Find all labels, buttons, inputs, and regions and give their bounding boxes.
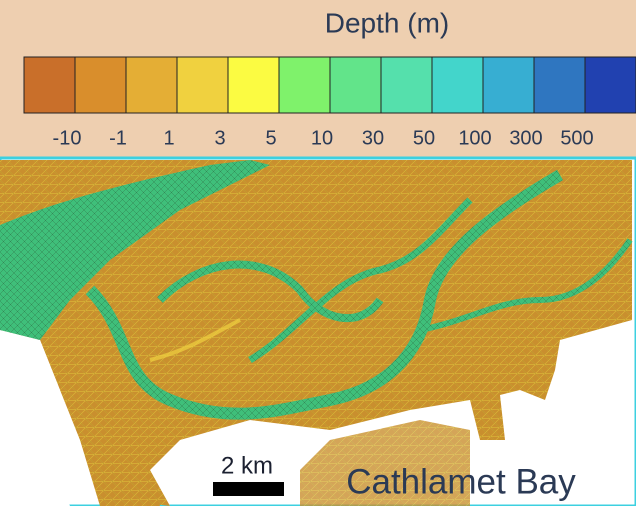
colorbar-tick-label: 500 [560,127,593,149]
place-label: Cathlamet Bay [346,462,576,501]
color-swatch [432,57,483,113]
colorbar-tick-label: -10 [53,127,82,149]
scale-label: 2 km [221,452,273,479]
color-swatch [24,57,75,113]
colorbar-tick-label: 30 [362,127,384,149]
page: Depth (m) -10 -1 1 3 5 10 30 50 100 300 500 2 km C… [0,0,636,506]
colorbar-tick-label: 10 [311,127,333,149]
color-swatch [381,57,432,113]
color-swatch [585,57,636,113]
colorbar-tick-label: 300 [509,127,542,149]
color-swatch [330,57,381,113]
color-swatch [483,57,534,113]
legend-title: Depth (m) [325,7,449,38]
colorbar-tick-label: 100 [458,127,491,149]
map [0,158,636,506]
color-swatch [126,57,177,113]
colorbar [24,57,636,113]
color-swatch [177,57,228,113]
colorbar-tick-label: 1 [163,127,174,149]
colorbar-tick-label: -1 [109,127,127,149]
colorbar-tick-label: 5 [265,127,276,149]
color-swatch [228,57,279,113]
colorbar-tick-label: 3 [214,127,225,149]
color-swatch [534,57,585,113]
color-swatch [75,57,126,113]
scale-bar [213,482,284,496]
color-swatch [279,57,330,113]
colorbar-tick-label: 50 [413,127,435,149]
